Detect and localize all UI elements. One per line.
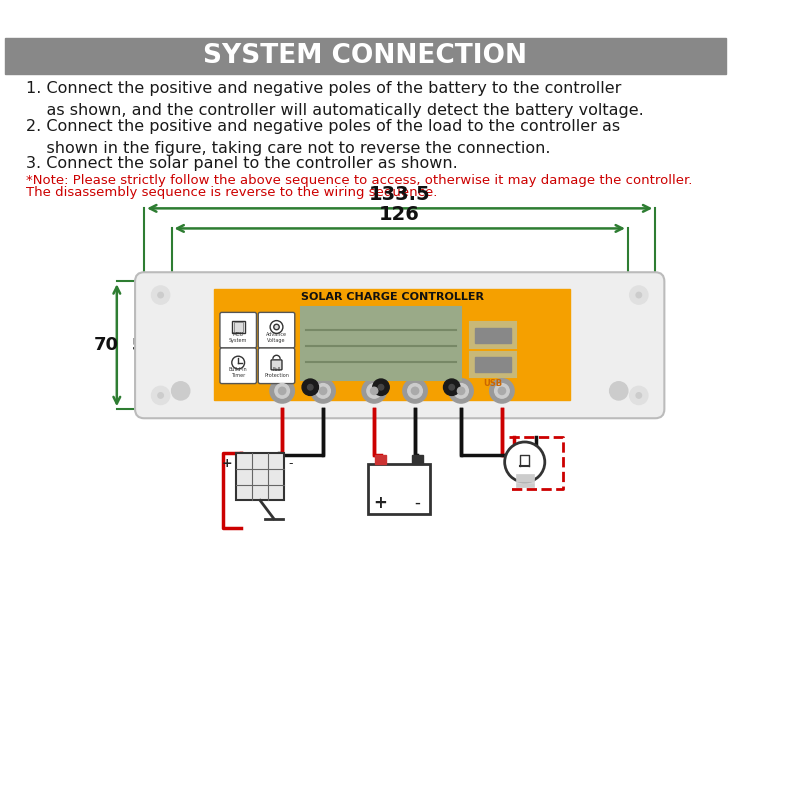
Text: +: + [374, 494, 387, 512]
Bar [474, 328, 511, 342]
FancyBboxPatch shape [220, 348, 257, 383]
Bar [470, 352, 516, 377]
Circle shape [151, 286, 170, 304]
Text: 2. Connect the positive and negative poles of the load to the controller as
    : 2. Connect the positive and negative pol… [26, 119, 620, 156]
Circle shape [158, 393, 163, 398]
FancyBboxPatch shape [258, 348, 294, 383]
Text: Build-in
Timer: Build-in Timer [229, 367, 247, 378]
Text: 126: 126 [379, 205, 420, 224]
Circle shape [494, 383, 510, 398]
Circle shape [449, 379, 473, 402]
Circle shape [458, 387, 465, 394]
FancyBboxPatch shape [135, 272, 664, 418]
Text: 50.5: 50.5 [132, 338, 170, 353]
Circle shape [275, 383, 290, 398]
Circle shape [370, 387, 378, 394]
Circle shape [362, 379, 386, 402]
FancyBboxPatch shape [220, 312, 257, 348]
Circle shape [630, 286, 648, 304]
Bar [516, 483, 534, 486]
Text: 70: 70 [94, 336, 118, 354]
Circle shape [636, 393, 642, 398]
Circle shape [278, 387, 286, 394]
Bar [214, 289, 570, 400]
Bar [470, 322, 516, 348]
Circle shape [316, 383, 330, 398]
Bar [516, 474, 534, 478]
Circle shape [403, 379, 427, 402]
Circle shape [367, 383, 382, 398]
Circle shape [151, 386, 170, 405]
Circle shape [307, 385, 313, 390]
Circle shape [311, 379, 335, 402]
Circle shape [378, 385, 384, 390]
Bar [368, 464, 430, 514]
Circle shape [454, 383, 468, 398]
Circle shape [630, 386, 648, 405]
Text: Advance
Voltage: Advance Voltage [266, 332, 287, 342]
Text: *Note: Please strictly follow the above sequence to access, otherwise it may dam: *Note: Please strictly follow the above … [26, 174, 692, 186]
Bar [474, 357, 511, 372]
Circle shape [610, 382, 628, 400]
Text: -: - [414, 494, 420, 512]
Text: Full
Protection: Full Protection [264, 367, 289, 378]
Circle shape [270, 379, 294, 402]
Circle shape [171, 382, 190, 400]
FancyBboxPatch shape [258, 312, 294, 348]
Circle shape [449, 385, 454, 390]
Bar [232, 321, 245, 334]
Circle shape [636, 292, 642, 298]
Text: 133.5: 133.5 [369, 185, 430, 204]
Bar [301, 307, 461, 380]
Bar [5, 38, 726, 74]
Text: MCU
System: MCU System [229, 332, 247, 342]
Circle shape [505, 442, 545, 482]
Bar [236, 453, 284, 500]
Text: 1. Connect the positive and negative poles of the battery to the controller
    : 1. Connect the positive and negative pol… [26, 81, 643, 118]
Circle shape [498, 387, 506, 394]
Bar [411, 454, 422, 464]
Circle shape [408, 383, 422, 398]
Circle shape [319, 387, 326, 394]
Bar [375, 454, 386, 464]
Text: 3. Connect the solar panel to the controller as shown.: 3. Connect the solar panel to the contro… [26, 156, 458, 171]
Text: SOLAR CHARGE CONTROLLER: SOLAR CHARGE CONTROLLER [301, 292, 484, 302]
Bar [234, 322, 242, 331]
Bar [516, 478, 534, 482]
Text: SYSTEM CONNECTION: SYSTEM CONNECTION [203, 43, 527, 69]
Circle shape [274, 324, 279, 330]
Text: +: + [221, 458, 232, 470]
Circle shape [158, 292, 163, 298]
Circle shape [232, 356, 245, 369]
Circle shape [302, 379, 318, 395]
Circle shape [490, 379, 514, 402]
FancyBboxPatch shape [271, 360, 282, 370]
Circle shape [270, 321, 283, 334]
Circle shape [411, 387, 418, 394]
Circle shape [373, 379, 390, 395]
Circle shape [443, 379, 460, 395]
Text: USB: USB [483, 379, 502, 388]
Text: -: - [288, 458, 293, 470]
Text: The disassembly sequence is reverse to the wiring sequence.: The disassembly sequence is reverse to t… [26, 186, 437, 199]
